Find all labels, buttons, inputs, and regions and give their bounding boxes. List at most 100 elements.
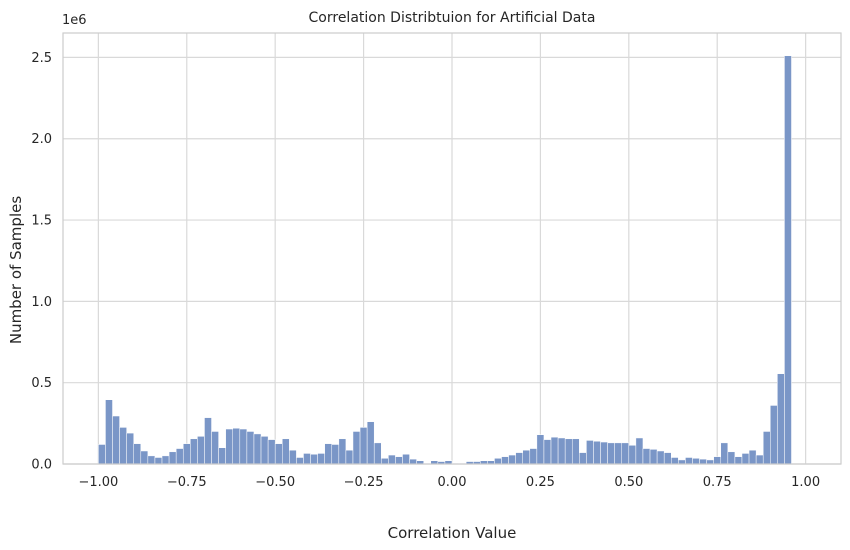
x-tick-label: −0.25 [344,475,384,490]
histogram-bar [388,454,396,465]
histogram-bar [119,427,127,465]
histogram-bar [317,453,325,465]
histogram-bar [635,437,644,465]
histogram-bar [232,427,241,465]
histogram-bar [395,456,403,465]
histogram-bar [338,438,347,465]
histogram-bar [770,405,778,465]
y-tick-label: 2.0 [31,132,52,147]
histogram-bar [692,458,700,465]
histogram-bar [777,373,785,465]
histogram-bar [98,444,106,465]
histogram-bar [741,453,750,465]
x-axis-title: Correlation Value [388,524,517,542]
x-tick-label: −1.00 [78,475,118,490]
histogram-bar [133,443,142,465]
histogram-bar [784,55,792,465]
x-tick-label: 1.00 [791,475,820,490]
histogram-bar [713,456,722,465]
histogram-bar [409,458,417,465]
histogram-bar [175,448,184,465]
histogram-bar [197,436,205,465]
histogram-bar [628,445,637,465]
y-tick-label: 1.0 [31,295,52,310]
y-tick-label: 0.5 [31,376,52,391]
plot-frame [62,32,842,465]
histogram-bar [225,428,233,465]
histogram-bar [614,442,622,465]
x-tick-label: 0.00 [438,475,467,490]
histogram-bar [331,444,340,465]
histogram-bar [656,450,665,465]
histogram-bar [501,456,509,465]
histogram-bar [182,443,191,465]
histogram-bar [579,452,587,465]
histogram-bar [373,442,382,465]
y-tick-labels: 0.0 0.5 1.0 1.5 2.0 2.5 [31,51,52,473]
histogram-bar [112,415,120,465]
histogram-bar [267,439,276,465]
histogram-bar [663,452,672,465]
x-tick-label: −0.50 [255,475,295,490]
histogram-bar [282,438,290,465]
histogram-bar [762,431,771,465]
histogram-bar [586,440,594,465]
histogram-bar [642,448,651,465]
histogram-bar [522,449,531,465]
histogram-bar [253,433,262,465]
histogram-bar [190,438,198,465]
histogram-bar [508,454,516,465]
histogram-bar [402,453,410,465]
histogram-bar [161,455,170,465]
histogram-bar [289,449,297,465]
histogram-bar [515,452,523,465]
histogram-bar [571,438,580,465]
histogram-bar [593,440,601,465]
histogram-bar [218,447,226,465]
histogram-bar [748,449,757,465]
x-tick-label: −0.75 [167,475,207,490]
histogram-bar [734,456,743,465]
histogram-bar [246,431,255,465]
histogram-bar [105,399,113,465]
histogram-bar [324,443,333,465]
histogram-bar [260,436,269,465]
y-offset-label: 1e6 [62,13,87,28]
x-tick-labels: −1.00 −0.75 −0.50 −0.25 0.00 0.25 0.50 0.75 1.00 [78,475,820,490]
x-tick-label: 0.75 [703,475,732,490]
x-tick-label: 0.50 [614,475,643,490]
histogram-bar [550,436,559,465]
histogram-bar [359,427,368,465]
histogram-bar [678,459,686,465]
x-tick-label: 0.25 [526,475,555,490]
histogram-bar [366,421,375,465]
histogram-bar [140,450,149,465]
histogram-bar [649,449,658,465]
histogram-bar [381,458,389,465]
histogram-bar [345,449,354,465]
histogram-bar [126,432,134,465]
histogram-bar [727,451,736,465]
histogram-bar [557,437,566,465]
y-tick-label: 2.5 [31,51,52,66]
histogram-bar [154,457,163,465]
histogram-bar [543,439,552,465]
histogram-bar [274,443,283,465]
plot-border [62,32,842,465]
histogram-bar [685,457,693,465]
histogram-bar [755,454,764,465]
histogram-bars [98,55,792,465]
histogram-bar [564,438,573,465]
histogram-bar [621,442,630,465]
histogram-bar [296,457,304,465]
histogram-bar [494,458,502,465]
chart-title: Correlation Distribtuion for Artificial … [309,10,596,26]
histogram-bar [310,453,318,465]
histogram-bar [699,458,707,465]
histogram-bar [352,431,361,465]
histogram-bar [720,442,729,465]
histogram-bar [536,434,545,465]
histogram-bar [211,431,219,465]
histogram-bar [706,459,714,465]
